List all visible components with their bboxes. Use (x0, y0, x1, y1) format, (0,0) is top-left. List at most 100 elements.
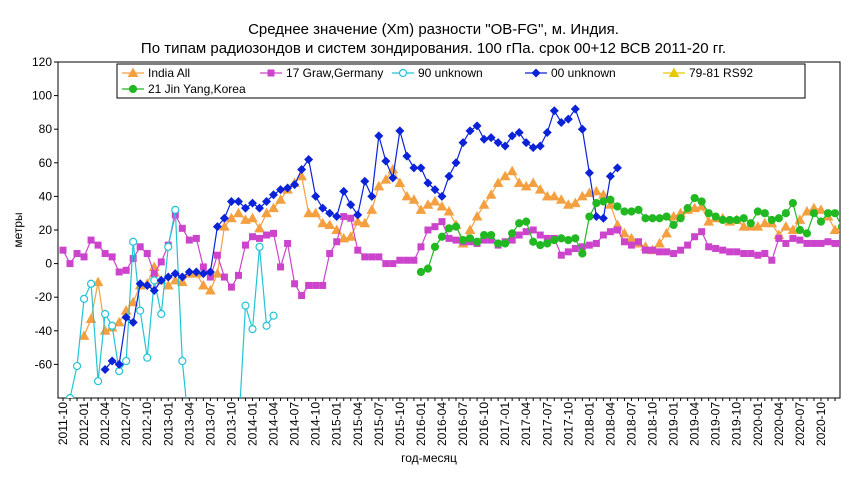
data-point (113, 316, 125, 327)
x-tick-label: 2012-10 (140, 402, 154, 446)
data-point (564, 235, 573, 245)
data-point (444, 171, 454, 181)
legend-swatch-marker (531, 68, 541, 78)
data-point (485, 189, 497, 199)
data-point (522, 217, 531, 226)
data-point (184, 267, 194, 277)
data-point (605, 199, 616, 209)
data-point (564, 248, 572, 256)
data-point (663, 248, 671, 256)
data-point (220, 273, 228, 281)
data-point (543, 239, 552, 248)
series-17-graw-germany (59, 211, 853, 300)
data-point (810, 239, 818, 247)
data-point (396, 256, 404, 264)
data-point (423, 178, 433, 188)
data-point (606, 228, 614, 236)
data-point (733, 248, 741, 256)
data-point (226, 212, 237, 223)
data-point (754, 251, 762, 259)
data-point (340, 213, 348, 221)
data-point (128, 317, 138, 327)
x-tick-label: 2014-10 (309, 402, 323, 446)
data-point (373, 180, 385, 191)
series-90-unknown (65, 205, 278, 398)
data-point (703, 216, 715, 226)
data-point (185, 236, 193, 244)
data-point (712, 244, 720, 252)
data-point (219, 221, 230, 231)
data-point (269, 311, 278, 320)
data-point (578, 249, 587, 258)
data-point (598, 213, 608, 223)
data-point (529, 237, 538, 246)
data-point (326, 250, 334, 258)
data-point (234, 271, 242, 279)
data-point (726, 248, 734, 256)
data-point (557, 234, 566, 243)
data-point (333, 238, 341, 246)
x-tick-label: 2018-04 (603, 402, 617, 446)
data-point (127, 296, 139, 307)
data-point (656, 248, 664, 256)
data-point (591, 212, 601, 222)
data-point (108, 253, 116, 261)
data-point (845, 229, 854, 237)
data-point (527, 177, 539, 187)
data-point (612, 163, 622, 173)
data-point (240, 203, 250, 213)
y-tick-label: 80 (39, 122, 53, 136)
data-point (318, 203, 328, 213)
data-point (122, 356, 131, 366)
data-point (824, 238, 832, 246)
data-point (156, 275, 166, 285)
data-point (508, 236, 516, 244)
data-point (310, 207, 322, 218)
data-point (577, 124, 587, 134)
data-point (802, 229, 812, 238)
data-point (176, 276, 188, 287)
data-point (136, 243, 144, 251)
data-point (846, 247, 853, 254)
data-point (157, 258, 165, 266)
data-point (493, 138, 503, 148)
y-tick-label: -40 (35, 324, 53, 338)
data-point (556, 117, 566, 127)
x-tick-label: 2013-01 (161, 402, 175, 446)
x-tick-label: 2011-10 (56, 402, 70, 445)
data-point (92, 276, 104, 287)
data-point (150, 270, 158, 278)
data-point (634, 238, 642, 246)
data-point (494, 239, 503, 248)
data-point (121, 312, 131, 322)
data-point (472, 237, 482, 246)
data-point (781, 209, 790, 218)
data-point (270, 229, 278, 237)
data-point (761, 250, 769, 258)
data-point (416, 267, 426, 277)
x-tick-label: 2012-01 (77, 402, 91, 446)
data-point (788, 199, 797, 208)
data-point (115, 268, 123, 276)
data-point (205, 267, 215, 277)
data-point (690, 193, 699, 203)
data-point (135, 279, 145, 289)
data-point (248, 325, 257, 334)
data-point (198, 269, 208, 279)
data-point (480, 236, 488, 244)
data-point (571, 234, 580, 243)
data-point (569, 197, 581, 208)
x-tick-label: 2018-10 (646, 402, 660, 446)
series-21-jin-yang-korea (416, 193, 840, 277)
data-point (585, 212, 594, 221)
data-point (395, 126, 405, 136)
data-point (471, 211, 483, 221)
data-point (129, 255, 137, 263)
data-point (620, 207, 629, 216)
y-tick-label: 60 (39, 156, 53, 170)
series-india-all (78, 164, 854, 340)
data-point (78, 330, 90, 340)
data-point (499, 170, 511, 181)
x-tick-label: 2016-04 (435, 402, 449, 446)
data-point (248, 233, 256, 241)
